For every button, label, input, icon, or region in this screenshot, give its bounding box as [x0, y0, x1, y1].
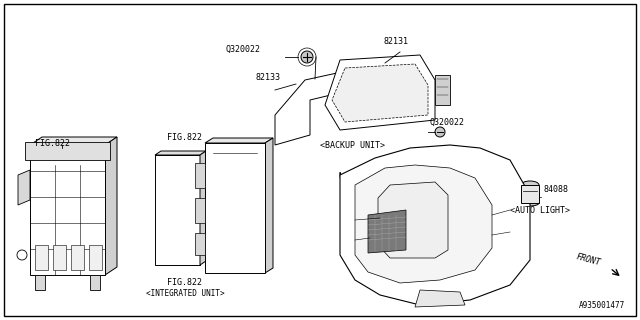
Polygon shape [265, 138, 273, 273]
Polygon shape [71, 245, 84, 270]
Polygon shape [155, 155, 200, 265]
Polygon shape [355, 165, 492, 283]
Polygon shape [18, 170, 30, 205]
Ellipse shape [521, 181, 539, 189]
Text: Q320022: Q320022 [225, 45, 260, 54]
Polygon shape [332, 64, 428, 122]
Text: <INTEGRATED UNIT>: <INTEGRATED UNIT> [146, 289, 224, 298]
Polygon shape [30, 137, 117, 145]
Polygon shape [30, 145, 105, 275]
Polygon shape [275, 68, 370, 145]
Polygon shape [89, 245, 102, 270]
Text: <AUTO LIGHT>: <AUTO LIGHT> [510, 206, 570, 215]
Text: FIG.822: FIG.822 [168, 278, 202, 287]
Polygon shape [195, 163, 205, 188]
Polygon shape [90, 275, 100, 290]
Polygon shape [105, 137, 117, 275]
Polygon shape [415, 290, 465, 307]
Polygon shape [378, 182, 448, 258]
Polygon shape [368, 210, 406, 253]
Text: 84088: 84088 [543, 185, 568, 194]
Text: 82131: 82131 [384, 37, 409, 46]
Text: Q320022: Q320022 [430, 118, 465, 127]
Polygon shape [325, 55, 435, 130]
FancyArrowPatch shape [499, 220, 508, 228]
Polygon shape [521, 185, 539, 203]
Polygon shape [205, 138, 273, 143]
Polygon shape [435, 75, 450, 105]
Circle shape [435, 127, 445, 137]
Polygon shape [195, 198, 205, 223]
Polygon shape [205, 143, 265, 273]
Text: FIG.822: FIG.822 [168, 133, 202, 142]
Polygon shape [195, 233, 205, 255]
Polygon shape [35, 275, 45, 290]
Text: FRONT: FRONT [575, 252, 602, 267]
Text: 82133: 82133 [255, 73, 280, 82]
Polygon shape [35, 245, 48, 270]
Text: <BACKUP UNIT>: <BACKUP UNIT> [320, 141, 385, 150]
Polygon shape [155, 151, 206, 155]
Polygon shape [200, 151, 206, 265]
Polygon shape [53, 245, 66, 270]
Text: A935001477: A935001477 [579, 301, 625, 310]
Polygon shape [340, 145, 530, 305]
Circle shape [489, 222, 501, 234]
Text: FIG.822: FIG.822 [35, 139, 70, 148]
Ellipse shape [521, 200, 539, 206]
Polygon shape [25, 142, 110, 160]
FancyArrowPatch shape [340, 173, 379, 227]
Circle shape [301, 51, 313, 63]
